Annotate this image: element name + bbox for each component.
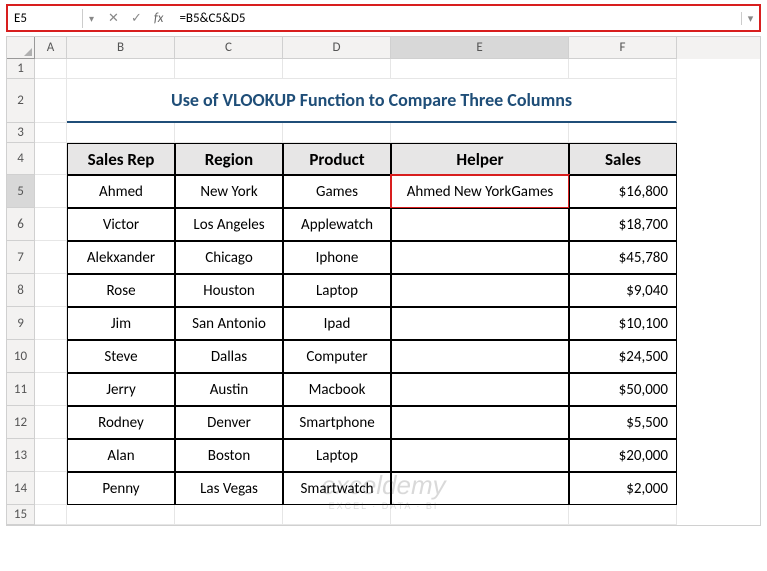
header-sales-rep: Sales Rep bbox=[67, 143, 175, 175]
table-cell[interactable] bbox=[391, 373, 569, 406]
table-cell[interactable]: Laptop bbox=[283, 274, 391, 307]
row-header-1[interactable]: 1 bbox=[7, 59, 35, 79]
spreadsheet-grid: A B C D E F 1 2 Use of VLOOKUP Function … bbox=[6, 36, 761, 526]
table-cell[interactable] bbox=[391, 439, 569, 472]
select-all-corner[interactable] bbox=[7, 37, 35, 59]
table-cell[interactable]: Ahmed bbox=[67, 175, 175, 208]
table-cell[interactable]: Laptop bbox=[283, 439, 391, 472]
table-cell[interactable] bbox=[391, 307, 569, 340]
table-cell[interactable]: Alan bbox=[67, 439, 175, 472]
table-cell[interactable]: $20,000 bbox=[569, 439, 677, 472]
table-cell[interactable]: Penny bbox=[67, 472, 175, 505]
table-cell[interactable] bbox=[391, 208, 569, 241]
table-cell[interactable]: San Antonio bbox=[175, 307, 283, 340]
col-header-c[interactable]: C bbox=[175, 37, 283, 59]
table-cell[interactable]: $24,500 bbox=[569, 340, 677, 373]
table-cell[interactable]: Dallas bbox=[175, 340, 283, 373]
col-header-a[interactable]: A bbox=[35, 37, 67, 59]
table-cell[interactable]: $9,040 bbox=[569, 274, 677, 307]
formula-expand-icon[interactable]: ▾ bbox=[741, 12, 759, 25]
table-cell[interactable]: $5,500 bbox=[569, 406, 677, 439]
row-header-13[interactable]: 13 bbox=[7, 439, 35, 472]
formula-controls: ✕ ✓ fx bbox=[100, 11, 171, 26]
highlighted-helper-cell[interactable]: Ahmed New YorkGames bbox=[391, 175, 569, 208]
cell-a1[interactable] bbox=[35, 59, 67, 79]
name-box[interactable]: E5 bbox=[8, 9, 83, 28]
name-box-dropdown-icon[interactable]: ▾ bbox=[83, 12, 100, 25]
col-header-f[interactable]: F bbox=[569, 37, 677, 59]
row-header-12[interactable]: 12 bbox=[7, 406, 35, 439]
header-product: Product bbox=[283, 143, 391, 175]
row-header-5[interactable]: 5 bbox=[7, 175, 35, 208]
table-cell[interactable]: Computer bbox=[283, 340, 391, 373]
table-cell[interactable]: $16,800 bbox=[569, 175, 677, 208]
formula-input[interactable]: =B5&C5&D5 bbox=[171, 9, 741, 28]
header-region: Region bbox=[175, 143, 283, 175]
page-title: Use of VLOOKUP Function to Compare Three… bbox=[67, 79, 677, 123]
table-cell[interactable] bbox=[391, 340, 569, 373]
row-header-7[interactable]: 7 bbox=[7, 241, 35, 274]
fx-icon[interactable]: fx bbox=[154, 11, 164, 26]
table-cell[interactable]: Iphone bbox=[283, 241, 391, 274]
col-header-b[interactable]: B bbox=[67, 37, 175, 59]
row-header-3[interactable]: 3 bbox=[7, 123, 35, 143]
table-cell[interactable]: Las Vegas bbox=[175, 472, 283, 505]
table-cell[interactable] bbox=[391, 274, 569, 307]
table-cell[interactable]: Smartwatch bbox=[283, 472, 391, 505]
row-header-4[interactable]: 4 bbox=[7, 143, 35, 175]
table-cell[interactable]: $45,780 bbox=[569, 241, 677, 274]
row-header-14[interactable]: 14 bbox=[7, 472, 35, 505]
table-cell[interactable]: $18,700 bbox=[569, 208, 677, 241]
table-cell[interactable] bbox=[391, 406, 569, 439]
table-cell[interactable]: New York bbox=[175, 175, 283, 208]
table-cell[interactable]: Boston bbox=[175, 439, 283, 472]
col-header-e[interactable]: E bbox=[391, 37, 569, 59]
row-header-10[interactable]: 10 bbox=[7, 340, 35, 373]
table-cell[interactable]: Houston bbox=[175, 274, 283, 307]
table-cell[interactable]: Applewatch bbox=[283, 208, 391, 241]
table-cell[interactable]: Los Angeles bbox=[175, 208, 283, 241]
row-header-2[interactable]: 2 bbox=[7, 79, 35, 123]
table-cell[interactable]: Jim bbox=[67, 307, 175, 340]
header-helper: Helper bbox=[391, 143, 569, 175]
table-cell[interactable]: Denver bbox=[175, 406, 283, 439]
table-cell[interactable]: $2,000 bbox=[569, 472, 677, 505]
table-cell[interactable]: Games bbox=[283, 175, 391, 208]
table-cell[interactable]: Chicago bbox=[175, 241, 283, 274]
row-header-11[interactable]: 11 bbox=[7, 373, 35, 406]
table-cell[interactable]: Rose bbox=[67, 274, 175, 307]
table-cell[interactable]: Alekxander bbox=[67, 241, 175, 274]
cancel-icon[interactable]: ✕ bbox=[108, 11, 119, 26]
row-header-8[interactable]: 8 bbox=[7, 274, 35, 307]
table-cell[interactable]: Steve bbox=[67, 340, 175, 373]
table-cell[interactable]: Ipad bbox=[283, 307, 391, 340]
table-cell[interactable] bbox=[391, 241, 569, 274]
header-sales: Sales bbox=[569, 143, 677, 175]
accept-icon[interactable]: ✓ bbox=[131, 11, 142, 26]
table-cell[interactable]: Jerry bbox=[67, 373, 175, 406]
table-cell[interactable]: Austin bbox=[175, 373, 283, 406]
table-cell[interactable]: Victor bbox=[67, 208, 175, 241]
table-cell[interactable]: $50,000 bbox=[569, 373, 677, 406]
row-header-6[interactable]: 6 bbox=[7, 208, 35, 241]
table-cell[interactable]: Macbook bbox=[283, 373, 391, 406]
row-header-15[interactable]: 15 bbox=[7, 505, 35, 525]
row-header-9[interactable]: 9 bbox=[7, 307, 35, 340]
table-cell[interactable]: Rodney bbox=[67, 406, 175, 439]
formula-bar: E5 ▾ ✕ ✓ fx =B5&C5&D5 ▾ bbox=[6, 4, 761, 32]
table-cell[interactable]: Smartphone bbox=[283, 406, 391, 439]
table-cell[interactable] bbox=[391, 472, 569, 505]
table-cell[interactable]: $10,100 bbox=[569, 307, 677, 340]
col-header-d[interactable]: D bbox=[283, 37, 391, 59]
